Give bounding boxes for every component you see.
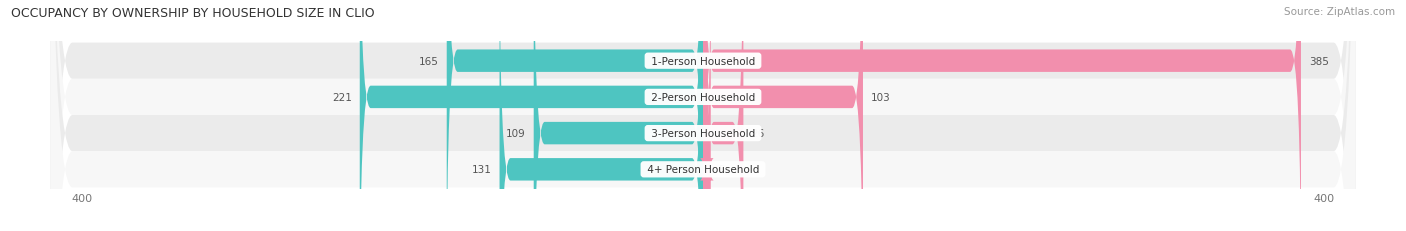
FancyBboxPatch shape	[703, 0, 744, 231]
FancyBboxPatch shape	[51, 0, 1355, 231]
FancyBboxPatch shape	[499, 0, 703, 231]
Text: 103: 103	[870, 92, 890, 103]
FancyBboxPatch shape	[360, 0, 703, 231]
Text: OCCUPANCY BY OWNERSHIP BY HOUSEHOLD SIZE IN CLIO: OCCUPANCY BY OWNERSHIP BY HOUSEHOLD SIZE…	[11, 7, 375, 20]
FancyBboxPatch shape	[51, 0, 1355, 231]
FancyBboxPatch shape	[51, 0, 1355, 231]
FancyBboxPatch shape	[534, 0, 703, 231]
Text: Source: ZipAtlas.com: Source: ZipAtlas.com	[1284, 7, 1395, 17]
FancyBboxPatch shape	[700, 0, 714, 231]
Text: 385: 385	[1309, 56, 1329, 66]
Text: 221: 221	[332, 92, 352, 103]
FancyBboxPatch shape	[447, 0, 703, 231]
Text: 109: 109	[506, 128, 526, 139]
FancyBboxPatch shape	[51, 0, 1355, 231]
FancyBboxPatch shape	[703, 0, 1301, 231]
Text: 2-Person Household: 2-Person Household	[648, 92, 758, 103]
Text: 131: 131	[472, 165, 492, 175]
Text: 26: 26	[751, 128, 765, 139]
FancyBboxPatch shape	[703, 0, 863, 231]
Text: 4+ Person Household: 4+ Person Household	[644, 165, 762, 175]
Text: 3-Person Household: 3-Person Household	[648, 128, 758, 139]
Text: 1-Person Household: 1-Person Household	[648, 56, 758, 66]
Text: 165: 165	[419, 56, 439, 66]
Text: 5: 5	[718, 165, 725, 175]
